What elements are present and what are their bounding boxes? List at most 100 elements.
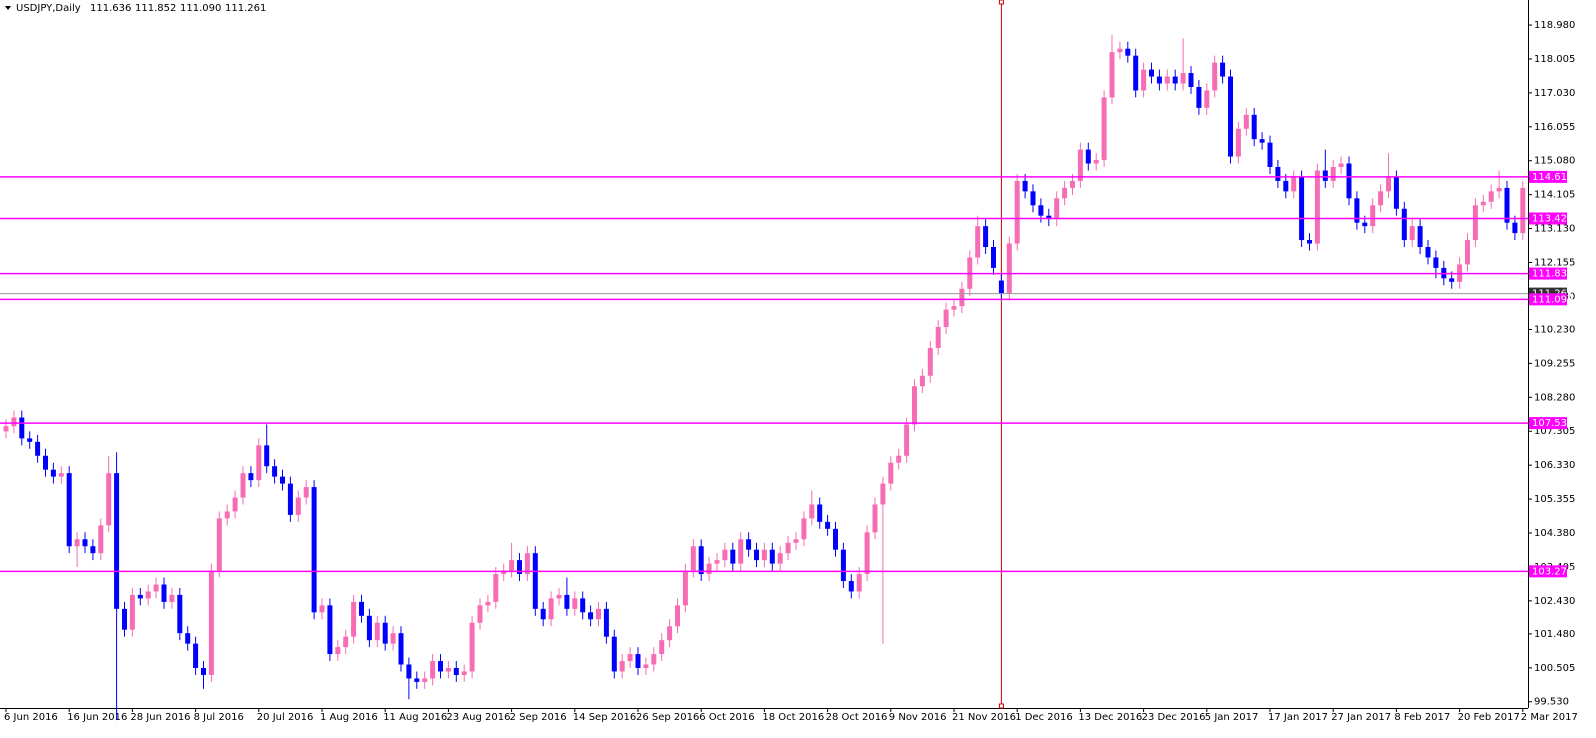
candle-body xyxy=(1465,240,1470,265)
candle-body xyxy=(248,473,254,481)
candle-body xyxy=(1220,62,1226,77)
candle-body xyxy=(1046,215,1052,220)
x-tick-label: 20 Feb 2017 xyxy=(1458,712,1520,723)
candle-body xyxy=(153,584,159,592)
candle-body xyxy=(98,525,104,554)
cursor-handle xyxy=(998,0,1004,5)
candle-body xyxy=(825,521,831,529)
x-tick-label: 8 Jul 2016 xyxy=(194,712,244,723)
candle-body xyxy=(374,622,380,641)
candle-body xyxy=(1188,73,1194,87)
candle-body xyxy=(422,678,428,682)
candle-body xyxy=(58,473,64,477)
candle-body xyxy=(366,615,372,641)
candle-body xyxy=(35,441,41,456)
candle-body xyxy=(161,584,167,602)
candle-body xyxy=(256,445,262,481)
candle-body xyxy=(1077,149,1083,181)
candle-body xyxy=(698,546,704,575)
candle-body xyxy=(1212,62,1218,91)
candle-body xyxy=(445,667,451,672)
x-tick-label: 8 Feb 2017 xyxy=(1394,712,1450,723)
level-label-box xyxy=(1529,212,1567,225)
candle-body xyxy=(1022,180,1028,192)
candle-body xyxy=(1370,205,1376,227)
candle-body xyxy=(1149,69,1154,77)
candle-body xyxy=(682,570,688,606)
candle-body xyxy=(66,473,72,547)
candle-body xyxy=(1062,187,1068,199)
x-tick-label: 2 Mar 2017 xyxy=(1521,712,1578,723)
y-tick-label: 108.280 xyxy=(1534,392,1575,403)
candle-body xyxy=(1133,55,1139,91)
candle-body xyxy=(975,226,981,258)
candle-body xyxy=(414,678,420,682)
candle-body xyxy=(880,483,886,505)
level-label-box xyxy=(1529,293,1567,306)
candle-body xyxy=(912,386,917,425)
candle-body xyxy=(493,574,499,602)
candle-body xyxy=(1409,226,1415,241)
level-label: 103.278 xyxy=(1532,566,1573,577)
x-tick-label: 5 Jan 2017 xyxy=(1205,712,1259,723)
candle-body xyxy=(675,605,680,627)
candle-body xyxy=(1243,114,1249,129)
candle-body xyxy=(295,497,301,515)
x-tick-label: 26 Sep 2016 xyxy=(636,712,699,723)
candle-body xyxy=(793,539,799,543)
candle-body xyxy=(185,633,191,644)
candle-body xyxy=(1125,48,1131,56)
candle-body xyxy=(919,375,925,387)
candle-body xyxy=(240,473,246,498)
candle-body xyxy=(398,633,404,665)
level-label-box xyxy=(1529,267,1567,280)
level-label-box xyxy=(1529,565,1567,578)
candle-body xyxy=(74,539,80,547)
ohlc-label: 111.090 xyxy=(180,3,221,14)
x-tick-label: 18 Oct 2016 xyxy=(762,712,824,723)
candle-body xyxy=(1085,149,1091,164)
candle-body xyxy=(532,553,538,609)
y-tick-label: 99.530 xyxy=(1534,697,1569,708)
candle-body xyxy=(1156,76,1162,84)
ohlc-label: 111.261 xyxy=(225,3,266,14)
x-tick-label: 27 Jan 2017 xyxy=(1331,712,1391,723)
candle-body xyxy=(129,594,135,630)
candle-body xyxy=(501,570,507,575)
candle-body xyxy=(27,438,33,442)
candle-body xyxy=(754,549,759,561)
candle-body xyxy=(343,636,349,648)
candle-body xyxy=(635,654,641,668)
candle-body xyxy=(1512,222,1518,234)
candle-body xyxy=(746,539,752,550)
y-tick-label: 116.055 xyxy=(1534,122,1575,133)
x-tick-label: 28 Oct 2016 xyxy=(826,712,888,723)
candle-body xyxy=(1259,139,1265,143)
candle-body xyxy=(611,636,617,672)
candle-body xyxy=(588,612,594,620)
candle-body xyxy=(1362,222,1368,227)
candle-body xyxy=(517,560,522,575)
level-label: 114.616 xyxy=(1532,172,1573,183)
y-tick-label: 106.330 xyxy=(1534,460,1575,471)
y-tick-label: 114.105 xyxy=(1534,190,1575,201)
candle-body xyxy=(856,574,862,592)
x-tick-label: 11 Aug 2016 xyxy=(383,712,447,723)
candle-body xyxy=(817,504,823,522)
candle-body xyxy=(201,667,206,675)
x-tick-label: 13 Dec 2016 xyxy=(1078,712,1142,723)
candle-body xyxy=(840,549,846,582)
candle-body xyxy=(1204,90,1210,108)
candle-body xyxy=(667,626,673,641)
x-tick-label: 28 Jun 2016 xyxy=(130,712,190,723)
y-tick-label: 118.005 xyxy=(1534,54,1575,65)
y-tick-label: 110.230 xyxy=(1534,324,1575,335)
candle-body xyxy=(1354,198,1360,223)
candle-body xyxy=(1314,170,1320,244)
candle-body xyxy=(43,455,48,470)
y-tick-label: 107.305 xyxy=(1534,426,1575,437)
candle-body xyxy=(193,643,199,668)
candle-body xyxy=(145,591,151,599)
candle-body xyxy=(90,546,96,554)
